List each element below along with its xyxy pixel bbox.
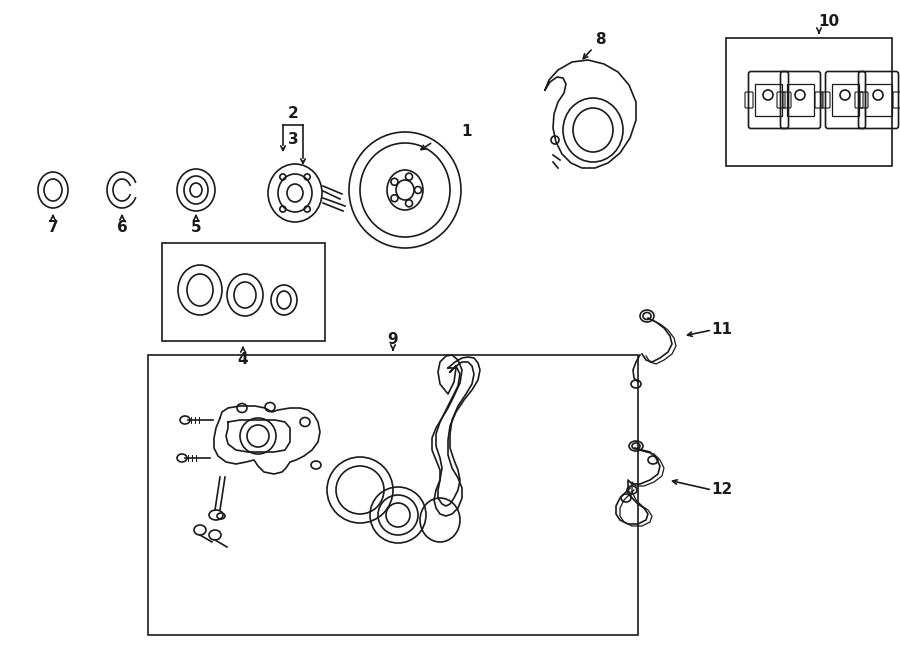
Bar	[755, 84, 782, 116]
Bar	[162, 243, 325, 341]
Text: 2: 2	[288, 106, 299, 120]
Text: 10: 10	[818, 15, 840, 30]
Bar	[726, 38, 892, 166]
Bar	[787, 84, 814, 116]
Text: 7: 7	[48, 221, 58, 235]
Text: 11: 11	[712, 323, 733, 338]
Text: 3: 3	[288, 132, 298, 147]
Text: 9: 9	[388, 332, 399, 346]
Text: 4: 4	[238, 352, 248, 366]
Text: 6: 6	[117, 221, 128, 235]
Bar	[148, 355, 638, 635]
Bar	[865, 84, 892, 116]
Text: 8: 8	[595, 32, 606, 48]
Text: 1: 1	[462, 124, 472, 139]
Text: 12: 12	[711, 483, 733, 498]
Bar	[832, 84, 859, 116]
Text: 5: 5	[191, 221, 202, 235]
